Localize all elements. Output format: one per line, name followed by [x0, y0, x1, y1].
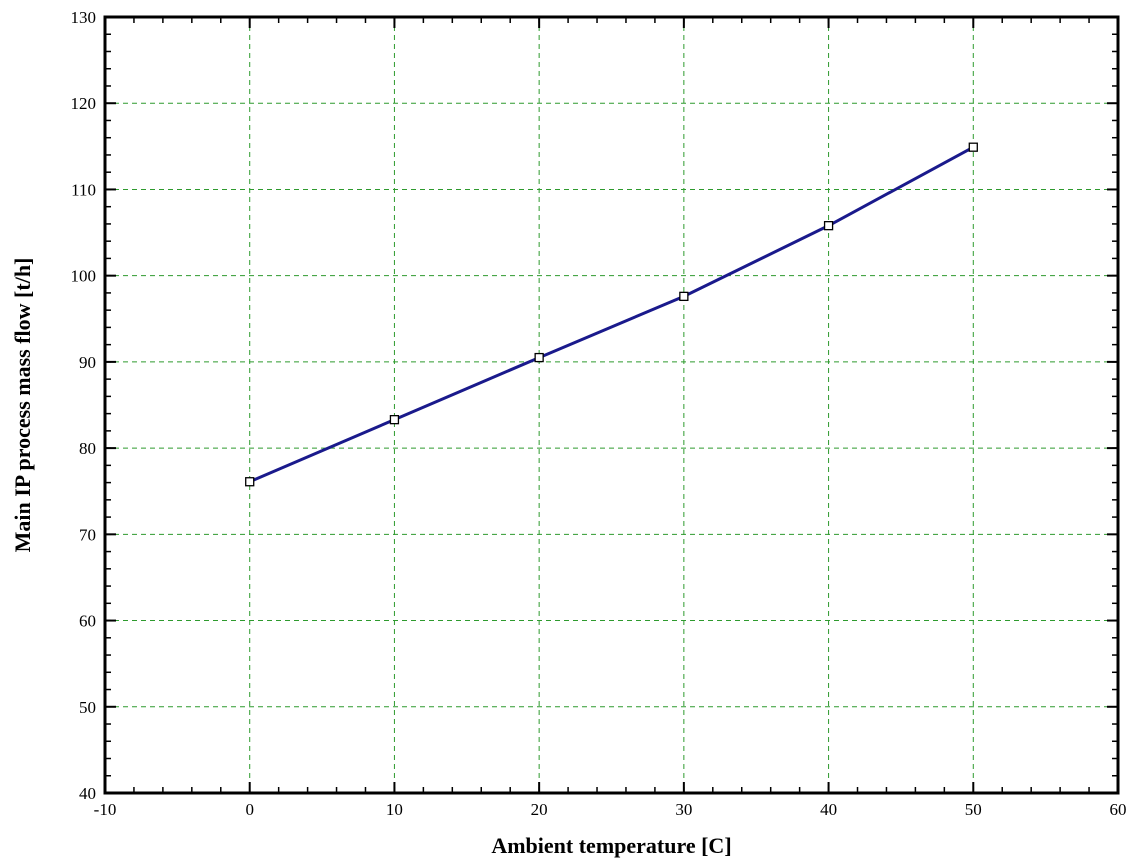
x-tick-label: -10 [94, 800, 117, 819]
plot-frame [103, 15, 1120, 795]
data-point-marker [968, 142, 978, 152]
x-tick-label: 0 [245, 800, 254, 819]
grid [105, 17, 1118, 793]
y-tick-labels: 40 50 60 70 80 90 100 110 120 130 [71, 8, 97, 803]
series [245, 142, 978, 487]
minor-ticks [104, 16, 1119, 794]
x-tick-label: 30 [675, 800, 692, 819]
y-tick-label: 110 [71, 180, 96, 199]
x-tick-label: 50 [965, 800, 982, 819]
y-tick-label: 120 [71, 94, 97, 113]
y-tick-label: 60 [79, 612, 96, 631]
y-tick-label: 70 [79, 525, 96, 544]
x-tick-label: 40 [820, 800, 837, 819]
y-tick-label: 90 [79, 353, 96, 372]
y-tick-label: 100 [71, 267, 97, 286]
x-tick-label: 10 [386, 800, 403, 819]
x-axis-title: Ambient temperature [C] [491, 833, 731, 858]
y-tick-label: 130 [71, 8, 97, 27]
y-axis-title: Main IP process mass flow [t/h] [10, 258, 35, 553]
data-point-marker [245, 477, 255, 487]
data-point-marker [534, 352, 544, 363]
x-tick-label: 60 [1110, 800, 1127, 819]
y-tick-label: 40 [79, 784, 96, 803]
x-tick-label: 20 [531, 800, 548, 819]
series-line [249, 145, 975, 484]
data-point-marker [823, 221, 834, 231]
data-point-marker [679, 291, 689, 302]
y-tick-label: 50 [79, 698, 96, 717]
major-ticks [104, 16, 1119, 794]
x-tick-labels: -10 0 10 20 30 40 50 60 [94, 800, 1127, 819]
data-point-marker [389, 415, 400, 425]
y-tick-label: 80 [79, 439, 96, 458]
